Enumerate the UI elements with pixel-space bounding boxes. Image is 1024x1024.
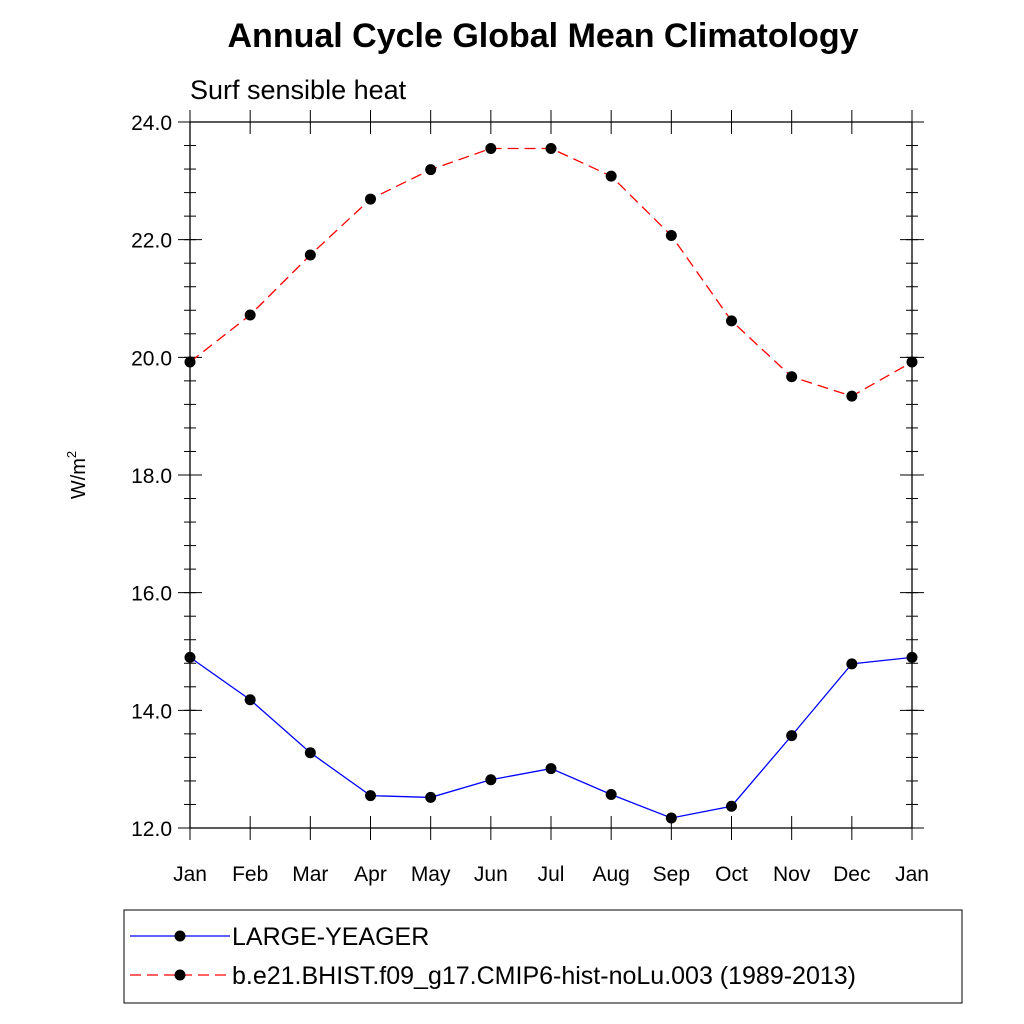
y-axis-label-superscript: 2 (64, 451, 79, 458)
y-tick-label: 12.0 (131, 818, 172, 841)
data-point (605, 788, 617, 800)
data-point (425, 791, 437, 803)
data-point (605, 170, 617, 182)
legend-label: LARGE-YEAGER (232, 923, 429, 951)
data-point (726, 800, 737, 812)
x-tick-label: Jan (173, 863, 207, 886)
chart-title: Annual Cycle Global Mean Climatology (228, 17, 859, 55)
data-point (846, 658, 858, 670)
x-tick-label: Jun (474, 863, 508, 886)
data-point (365, 193, 376, 205)
x-tick-label: Apr (354, 863, 387, 886)
x-tick-label: Aug (592, 863, 629, 886)
data-point (244, 694, 256, 706)
y-tick-label: 18.0 (131, 465, 172, 488)
x-tick-label: Jan (895, 863, 929, 886)
data-point (485, 142, 497, 154)
legend-marker (174, 930, 186, 942)
data-point (665, 812, 677, 824)
x-tick-label: Jul (538, 863, 565, 886)
x-tick-label: Oct (715, 863, 748, 886)
data-point (365, 790, 376, 802)
axis-ticks (178, 110, 924, 840)
data-point (906, 356, 918, 368)
data-point (786, 371, 798, 383)
data-point (786, 730, 798, 742)
chart-subtitle: Surf sensible heat (190, 75, 407, 105)
x-tick-label: May (411, 863, 451, 886)
legend-label: b.e21.BHIST.f09_g17.CMIP6-hist-noLu.003 … (232, 962, 856, 990)
data-point (425, 164, 437, 176)
y-tick-label: 22.0 (131, 230, 172, 253)
y-tick-label: 14.0 (131, 700, 172, 723)
svg-text:W/m2: W/m2 (64, 451, 90, 499)
data-point (846, 390, 858, 402)
x-tick-label: Mar (292, 863, 328, 886)
x-tick-label: Sep (653, 863, 690, 886)
data-point (485, 774, 497, 786)
data-point (665, 230, 677, 242)
x-tick-label: Nov (773, 863, 811, 886)
y-tick-label: 20.0 (131, 347, 172, 370)
axis-tick-labels: 12.0 14.0 16.0 18.0 20.0 22.0 24.0 Jan Feb Mar Apr… (131, 112, 929, 886)
data-point (244, 309, 256, 321)
data-point (906, 651, 918, 663)
data-point (184, 651, 196, 663)
series-1 (184, 651, 918, 824)
data-point (726, 315, 737, 327)
y-tick-label: 24.0 (131, 112, 172, 135)
series-2 (184, 142, 918, 402)
series-layer (184, 142, 918, 824)
legend-marker (174, 969, 186, 981)
data-point (304, 747, 316, 759)
data-point (545, 763, 557, 775)
y-tick-label: 16.0 (131, 583, 172, 606)
legend: LARGE-YEAGER b.e21.BHIST.f09_g17.CMIP6-hi… (130, 923, 856, 990)
y-axis-label: W/m2 (64, 451, 90, 499)
legend-box (123, 909, 963, 1004)
x-tick-label: Feb (232, 863, 268, 886)
data-point (304, 249, 316, 261)
series-line (189, 656, 913, 819)
x-tick-label: Dec (833, 863, 870, 886)
series-line (189, 147, 913, 397)
data-point (545, 142, 557, 154)
data-point (184, 356, 196, 368)
y-axis-label-base: W/m (68, 458, 90, 499)
